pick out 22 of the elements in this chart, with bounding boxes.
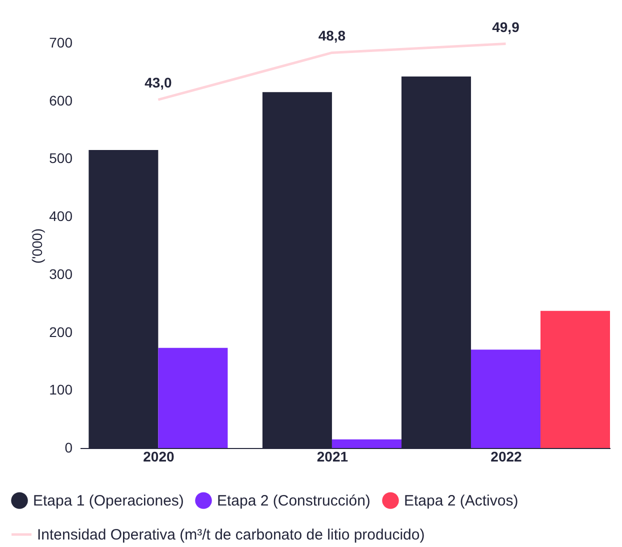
data-label: 43,0 — [144, 74, 172, 91]
data-label: 49,9 — [492, 18, 520, 35]
y-tick-label: 100 — [49, 382, 73, 398]
bar — [470, 350, 540, 448]
x-tick-label: 2020 — [143, 448, 174, 464]
x-tick-label: 2022 — [490, 448, 522, 464]
bar — [540, 310, 610, 448]
y-tick-label: 400 — [49, 208, 73, 224]
y-tick-label: 700 — [49, 34, 73, 50]
y-tick-label: 200 — [49, 324, 73, 340]
legend-label: Etapa 1 (Operaciones) — [33, 492, 184, 510]
y-tick-label: 500 — [49, 150, 73, 166]
legend-label: Etapa 2 (Activos) — [404, 492, 518, 510]
y-tick-label: 0 — [64, 440, 73, 456]
x-tick-label: 2021 — [316, 448, 348, 464]
legend-label: Intensidad Operativa (m³/t de carbonato de litio producido) — [37, 526, 425, 544]
y-axis-title: ('000) — [29, 228, 46, 264]
y-tick-label: 600 — [49, 92, 73, 108]
legend-label: Etapa 2 (Construcción) — [217, 492, 370, 510]
bar — [158, 348, 228, 448]
y-tick-label: 300 — [49, 266, 73, 282]
data-label: 48,8 — [318, 28, 346, 44]
